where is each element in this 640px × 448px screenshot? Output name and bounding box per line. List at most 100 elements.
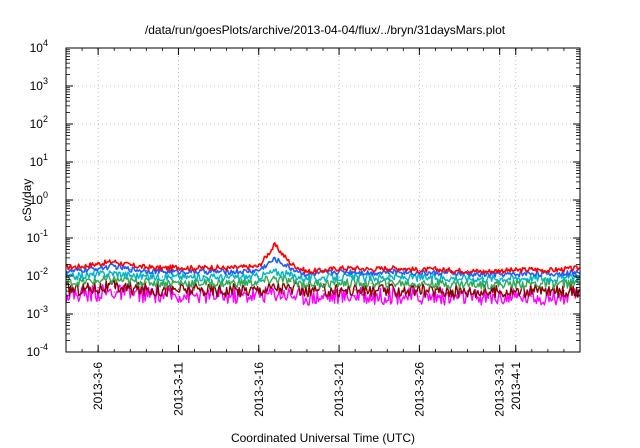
series-point	[354, 289, 356, 291]
y-tick-label: 10-4	[27, 342, 48, 359]
series-point	[290, 280, 292, 283]
series-point	[515, 296, 517, 298]
series-point	[531, 272, 533, 274]
series-point	[258, 281, 260, 283]
series-point	[483, 290, 485, 293]
series-point	[97, 263, 99, 265]
x-tick-label: 2013-3-11	[171, 362, 185, 416]
series-point	[354, 271, 356, 273]
series-point	[386, 282, 388, 284]
series-point	[466, 269, 469, 272]
series-point	[434, 277, 437, 279]
series-point	[209, 289, 212, 291]
series-point	[370, 282, 372, 284]
y-axis: 10-4 10-3 10-2 10-1 100 101 102 103 104	[27, 38, 580, 359]
series-point	[258, 269, 260, 272]
series-point	[97, 267, 99, 269]
series-point	[322, 272, 324, 274]
series-point	[499, 269, 501, 272]
series-point	[81, 281, 83, 283]
series-point	[177, 276, 180, 278]
y-tick-label: 103	[30, 76, 48, 93]
series-point	[402, 267, 404, 269]
series-point	[434, 272, 437, 274]
series-point	[466, 273, 469, 276]
series-point	[242, 289, 244, 291]
series-point	[563, 290, 565, 292]
series-point	[145, 293, 147, 295]
x-tick-label: 2013-4-1	[509, 362, 523, 410]
y-axis-label: cSv/day	[20, 179, 34, 222]
series-point	[386, 295, 388, 297]
series-layer	[65, 242, 581, 306]
series-point	[113, 272, 115, 274]
y-tick-label: 10-1	[27, 228, 48, 245]
y-tick-label: 101	[30, 152, 48, 169]
series-point	[97, 280, 99, 282]
series-point	[563, 268, 565, 270]
series-point	[113, 265, 115, 267]
series-point	[402, 271, 404, 273]
series-point	[386, 276, 388, 278]
series-point	[226, 289, 228, 291]
series-point	[306, 277, 308, 279]
y-tick-label: 102	[30, 114, 48, 131]
series-point	[274, 244, 276, 246]
series-point	[161, 271, 163, 273]
chart-title: /data/run/goesPlots/archive/2013-04-04/f…	[145, 23, 506, 37]
series-point	[515, 290, 517, 292]
series-point	[499, 273, 501, 276]
series-point	[402, 276, 404, 278]
series-point	[515, 277, 517, 279]
series-point	[499, 296, 501, 298]
series-point	[129, 268, 131, 270]
grid-lines	[66, 48, 580, 352]
y-tick-label: 10-3	[27, 304, 48, 321]
x-tick-label: 2013-3-16	[252, 362, 266, 417]
series-point	[258, 288, 260, 291]
series-point	[499, 277, 501, 279]
series-point	[113, 286, 115, 288]
series-point	[386, 289, 388, 291]
series-point	[547, 273, 549, 276]
series-point	[242, 294, 244, 296]
series-point	[322, 295, 324, 298]
series-line	[65, 275, 581, 290]
series-point	[370, 272, 372, 274]
x-axis-label: Coordinated Universal Time (UTC)	[231, 431, 415, 445]
series-point	[450, 290, 453, 292]
series-point	[161, 267, 163, 269]
series-point	[193, 294, 196, 296]
series-point	[306, 271, 308, 273]
series-point	[129, 274, 131, 276]
series-point	[274, 292, 276, 294]
x-axis: 2013-3-6 2013-3-11 2013-3-16 2013-3-21 2013-…	[65, 48, 581, 417]
series-point	[145, 281, 147, 283]
series-point	[145, 275, 147, 277]
series-point	[177, 282, 180, 284]
series-point	[450, 277, 453, 279]
series-point	[418, 290, 420, 292]
series-point	[274, 286, 276, 288]
series-point	[290, 263, 292, 265]
series-point	[450, 283, 453, 285]
series-point	[306, 283, 308, 285]
series-point	[434, 268, 437, 270]
series-point	[97, 273, 99, 276]
series-point	[434, 290, 437, 292]
series-point	[483, 271, 485, 273]
series-point	[547, 296, 549, 298]
series-point	[547, 290, 549, 292]
series-point	[370, 268, 372, 270]
series-point	[145, 266, 147, 268]
series-point	[547, 277, 549, 279]
x-tick-label: 2013-3-31	[493, 362, 507, 417]
series-point	[193, 267, 196, 269]
series-point	[242, 276, 244, 278]
series-point	[290, 274, 292, 276]
series-point	[515, 283, 517, 285]
series-point	[258, 265, 260, 267]
series-point	[81, 265, 83, 267]
series-point	[338, 276, 340, 278]
